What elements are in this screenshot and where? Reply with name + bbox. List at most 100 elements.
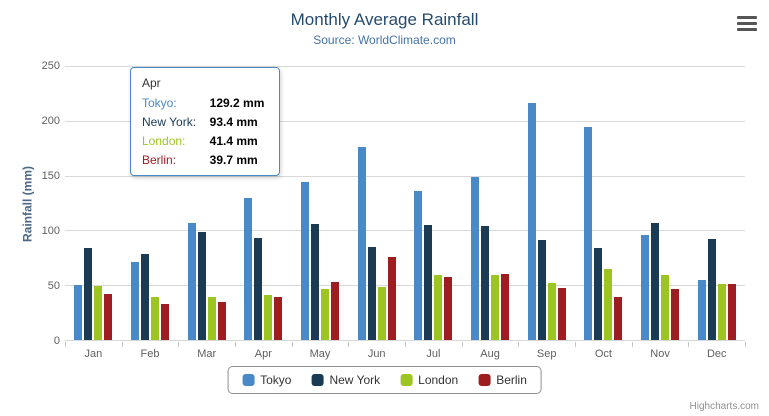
- bar-group-dec: [688, 66, 745, 340]
- bar-tokyo-jan[interactable]: [74, 285, 83, 340]
- bar-tokyo-jul[interactable]: [414, 191, 423, 340]
- bar-tokyo-apr[interactable]: [244, 198, 253, 340]
- legend-label-tokyo: Tokyo: [260, 373, 292, 387]
- bar-berlin-apr[interactable]: [274, 296, 283, 340]
- bar-new-york-oct[interactable]: [594, 248, 603, 340]
- bar-berlin-nov[interactable]: [671, 288, 680, 340]
- x-axis-label-aug: Aug: [480, 348, 500, 360]
- y-tick-label: 100: [41, 225, 60, 237]
- x-axis-label-oct: Oct: [594, 348, 612, 360]
- x-axis-label-mar: Mar: [197, 348, 217, 360]
- bar-berlin-feb[interactable]: [161, 303, 169, 340]
- bar-berlin-may[interactable]: [331, 282, 340, 340]
- bar-tokyo-oct[interactable]: [584, 127, 593, 340]
- tooltip-series-value: 129.2 mm: [209, 96, 265, 110]
- tooltip-series-label: Berlin:: [142, 153, 177, 167]
- bar-new-york-aug[interactable]: [481, 225, 490, 340]
- chart-title: Monthly Average Rainfall: [290, 10, 479, 29]
- bar-new-york-jan[interactable]: [84, 248, 93, 340]
- gridline: [65, 285, 745, 287]
- bar-london-apr[interactable]: [264, 294, 273, 340]
- legend-item-london[interactable]: London: [400, 373, 458, 387]
- tooltip-series-label: London:: [142, 134, 186, 148]
- bar-berlin-jan[interactable]: [104, 293, 113, 340]
- x-axis-tick: [461, 342, 463, 347]
- y-tick-label: 150: [41, 170, 60, 182]
- bar-tokyo-mar[interactable]: [187, 223, 196, 340]
- bar-group-sep: [518, 66, 575, 340]
- bar-london-sep[interactable]: [547, 282, 556, 340]
- tooltip-series-label: Tokyo:: [142, 96, 177, 110]
- x-axis-tick: [575, 342, 576, 347]
- legend-label-berlin: Berlin: [496, 373, 527, 387]
- bar-group-mar: [178, 66, 235, 340]
- legend-label-london: London: [418, 373, 459, 387]
- tooltip-series-value: 41.4 mm: [209, 134, 258, 148]
- bar-tokyo-nov[interactable]: [641, 235, 650, 340]
- bar-new-york-may[interactable]: [311, 223, 320, 340]
- x-axis-ticks: [65, 342, 746, 347]
- legend-marker-new-york: [311, 374, 324, 386]
- bar-new-york-sep[interactable]: [537, 240, 546, 340]
- hamburger-menu-icon[interactable]: [735, 15, 759, 32]
- x-axis-label-nov: Nov: [650, 348, 670, 360]
- hamburger-line: [737, 22, 757, 25]
- tooltip-series-label: New York:: [142, 115, 197, 129]
- bar-tokyo-sep[interactable]: [527, 102, 536, 340]
- plot-area: [65, 66, 745, 341]
- bar-group-jan: [65, 66, 122, 340]
- bar-london-dec[interactable]: [717, 283, 726, 340]
- bar-berlin-mar[interactable]: [217, 302, 226, 340]
- legend: Tokyo New York London Berlin: [227, 366, 542, 394]
- tooltip-category: Apr: [142, 76, 161, 90]
- bar-london-jan[interactable]: [94, 286, 103, 340]
- bar-berlin-oct[interactable]: [614, 297, 623, 340]
- bar-tokyo-jun[interactable]: [357, 147, 366, 340]
- x-axis-label-jun: Jun: [367, 348, 386, 360]
- bar-tokyo-dec[interactable]: [697, 280, 706, 340]
- bar-group-apr: [235, 66, 292, 340]
- legend-item-new-york[interactable]: New York: [311, 373, 380, 387]
- bar-berlin-jun[interactable]: [387, 257, 396, 340]
- bar-london-feb[interactable]: [151, 297, 159, 340]
- legend-item-berlin[interactable]: Berlin: [478, 373, 527, 387]
- bar-london-jul[interactable]: [434, 275, 443, 340]
- x-axis-tick: [291, 342, 293, 347]
- chart-subtitle: Source: WorldClimate.com: [313, 33, 456, 47]
- bar-berlin-dec[interactable]: [727, 284, 736, 340]
- bar-berlin-aug[interactable]: [501, 273, 510, 340]
- bar-tokyo-aug[interactable]: [471, 177, 480, 340]
- bar-berlin-sep[interactable]: [557, 287, 566, 340]
- bar-london-aug[interactable]: [491, 274, 500, 340]
- x-axis-tick: [348, 342, 350, 347]
- bar-group-jul: [405, 66, 462, 340]
- bar-new-york-nov[interactable]: [651, 223, 660, 340]
- bar-london-nov[interactable]: [661, 275, 670, 340]
- bar-tokyo-may[interactable]: [301, 182, 310, 340]
- tooltip-series-value: 93.4 mm: [209, 115, 258, 129]
- bar-new-york-jul[interactable]: [424, 224, 433, 340]
- bar-new-york-apr[interactable]: [254, 237, 263, 340]
- bar-london-may[interactable]: [321, 288, 330, 340]
- gridline: [65, 340, 745, 341]
- bar-new-york-mar[interactable]: [197, 232, 206, 340]
- bar-berlin-jul[interactable]: [444, 277, 453, 340]
- tooltip-series-value: 39.7 mm: [209, 153, 258, 167]
- x-axis-label-may: May: [309, 348, 331, 360]
- legend-marker-berlin: [478, 374, 491, 386]
- y-tick-label: 50: [47, 280, 60, 292]
- bar-london-oct[interactable]: [604, 268, 613, 340]
- bar-new-york-feb[interactable]: [141, 253, 149, 340]
- bar-new-york-jun[interactable]: [367, 247, 376, 340]
- bar-tokyo-feb[interactable]: [131, 261, 139, 340]
- bar-new-york-dec[interactable]: [707, 238, 716, 340]
- bar-group-oct: [575, 66, 632, 340]
- legend-marker-london: [400, 374, 413, 386]
- y-tick-label: 0: [53, 335, 60, 347]
- x-axis-labels: Jan Feb Mar Apr May Jun Jul Aug Sep Oct Nov Dec: [65, 348, 745, 360]
- legend-item-tokyo[interactable]: Tokyo: [242, 373, 291, 387]
- bar-london-mar[interactable]: [207, 296, 216, 340]
- legend-label-new-york: New York: [329, 373, 381, 387]
- credits-link[interactable]: Highcharts.com: [689, 401, 759, 412]
- bar-london-jun[interactable]: [377, 287, 386, 340]
